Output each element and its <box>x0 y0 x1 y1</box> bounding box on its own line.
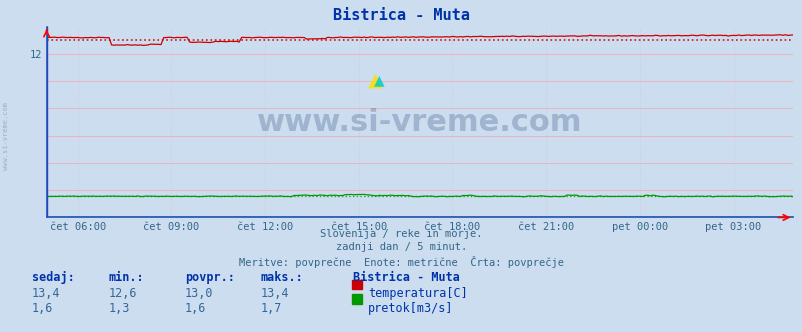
Text: www.si-vreme.com: www.si-vreme.com <box>2 102 9 170</box>
Text: pretok[m3/s]: pretok[m3/s] <box>367 302 452 315</box>
Text: www.si-vreme.com: www.si-vreme.com <box>257 108 582 136</box>
Text: 1,6: 1,6 <box>32 302 54 315</box>
Text: Meritve: povprečne  Enote: metrične  Črta: povprečje: Meritve: povprečne Enote: metrične Črta:… <box>239 256 563 268</box>
Text: 12,6: 12,6 <box>108 287 136 300</box>
Text: povpr.:: povpr.: <box>184 271 234 284</box>
Text: zadnji dan / 5 minut.: zadnji dan / 5 minut. <box>335 242 467 252</box>
Text: sedaj:: sedaj: <box>32 271 75 284</box>
Text: Slovenija / reke in morje.: Slovenija / reke in morje. <box>320 229 482 239</box>
Text: 13,4: 13,4 <box>32 287 60 300</box>
Text: 1,6: 1,6 <box>184 302 206 315</box>
Text: Bistrica - Muta: Bistrica - Muta <box>352 271 459 284</box>
Text: Bistrica - Muta: Bistrica - Muta <box>333 8 469 23</box>
Text: ▲: ▲ <box>373 73 383 87</box>
Text: 1,3: 1,3 <box>108 302 130 315</box>
Text: maks.:: maks.: <box>261 271 303 284</box>
Text: 13,0: 13,0 <box>184 287 213 300</box>
Text: min.:: min.: <box>108 271 144 284</box>
Text: 1,7: 1,7 <box>261 302 282 315</box>
Text: ▲: ▲ <box>367 70 383 90</box>
Text: 13,4: 13,4 <box>261 287 289 300</box>
Text: temperatura[C]: temperatura[C] <box>367 287 467 300</box>
